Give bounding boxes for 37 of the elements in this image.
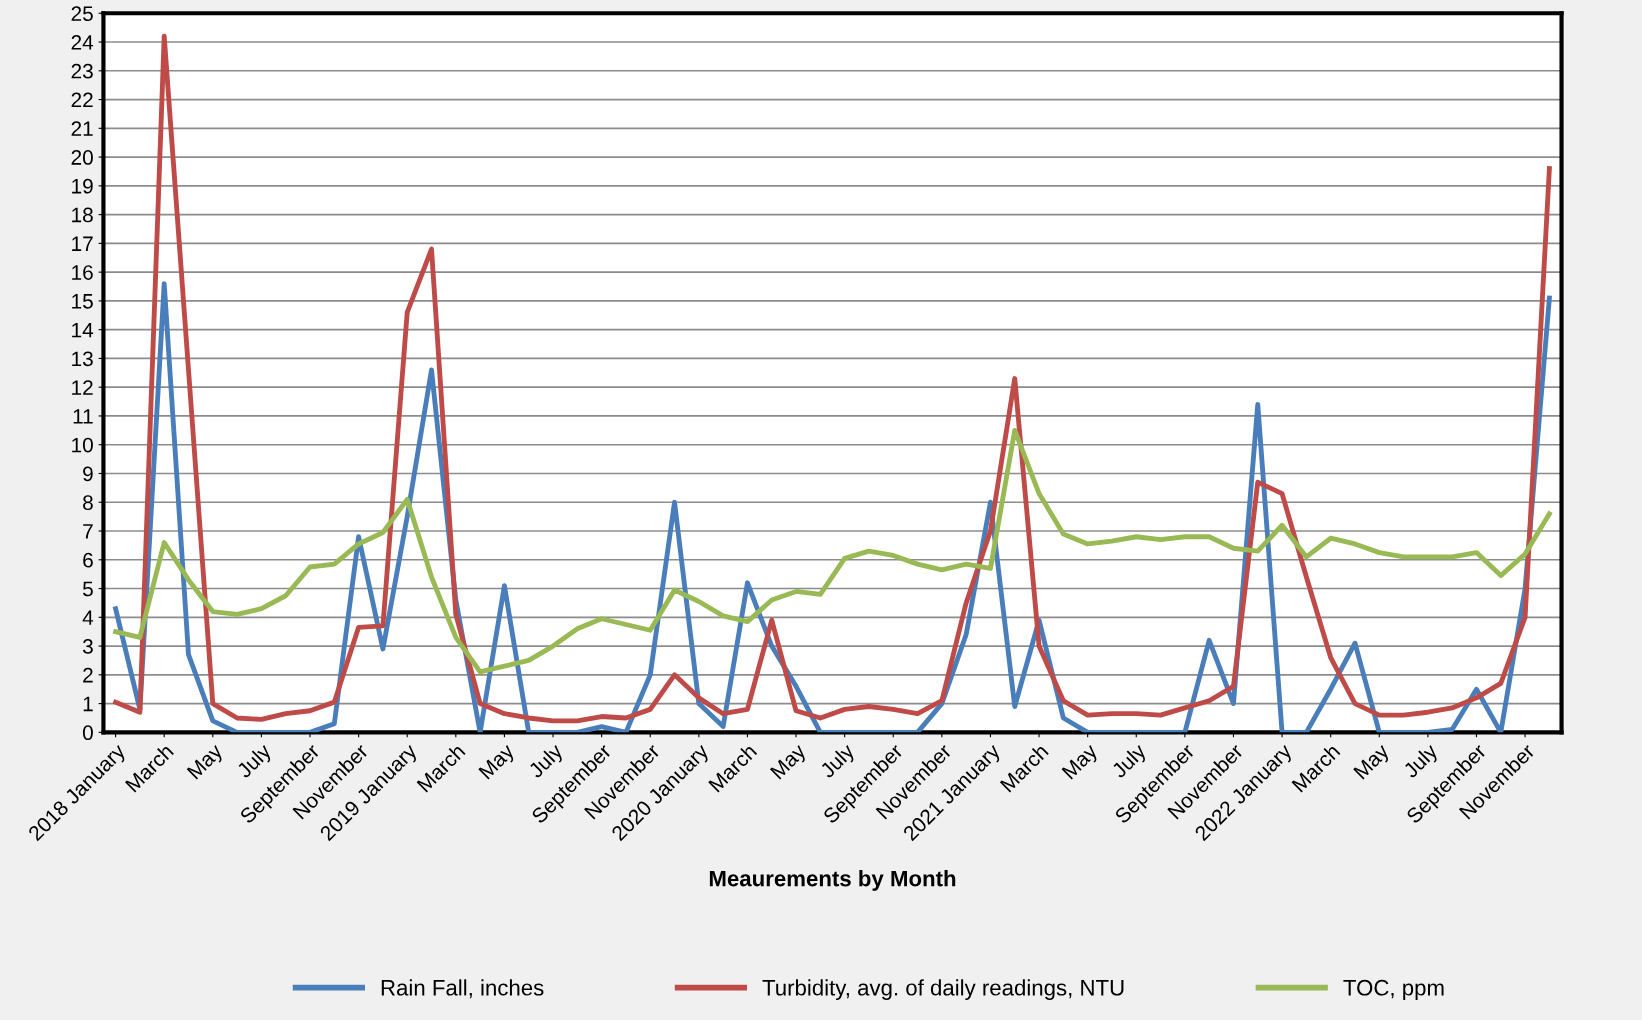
- y-tick-label: 2: [83, 667, 93, 683]
- legend-label: TOC, ppm: [1343, 979, 1444, 1000]
- legend-label: Rain Fall, inches: [381, 979, 544, 999]
- y-tick-label: 22: [71, 92, 93, 108]
- y-tick-label: 15: [72, 294, 93, 309]
- y-tick-label: 19: [72, 178, 93, 194]
- y-tick-label: 5: [82, 581, 93, 597]
- y-tick-label: 20: [71, 150, 93, 165]
- y-tick-label: 14: [72, 322, 94, 338]
- x-tick-label: May: [186, 742, 227, 783]
- y-tick-label: 3: [82, 639, 93, 654]
- y-tick-label: 16: [72, 265, 93, 280]
- y-tick-label: 24: [71, 35, 94, 50]
- x-tick-label: May: [1353, 742, 1393, 783]
- y-tick-label: 11: [73, 409, 93, 424]
- y-tick-label: 9: [83, 466, 93, 482]
- y-tick-label: 17: [72, 236, 93, 251]
- y-tick-label: 10: [72, 437, 93, 453]
- x-tick-label: May: [478, 742, 519, 783]
- y-tick-label: 21: [71, 121, 93, 136]
- y-tick-label: 1: [83, 696, 93, 712]
- y-tick-label: 23: [71, 63, 93, 79]
- y-tick-label: 7: [83, 524, 93, 539]
- y-tick-label: 8: [83, 495, 93, 510]
- legend-label: Turbidity, avg. of daily readings, NTU: [762, 979, 1124, 1000]
- y-tick-label: 6: [83, 552, 93, 568]
- y-tick-label: 12: [72, 380, 93, 395]
- x-tick-label: May: [1061, 742, 1102, 783]
- x-tick-label: May: [769, 742, 810, 783]
- x-axis-title: Meaurements by Month: [709, 870, 956, 891]
- y-tick-label: 25: [71, 6, 93, 22]
- line-series: [113, 427, 1552, 675]
- y-tick-label: 18: [72, 207, 93, 223]
- y-tick-label: 0: [82, 725, 93, 741]
- y-tick-label: 13: [72, 351, 93, 367]
- y-tick-label: 4: [82, 610, 94, 625]
- line-series: [113, 33, 1552, 724]
